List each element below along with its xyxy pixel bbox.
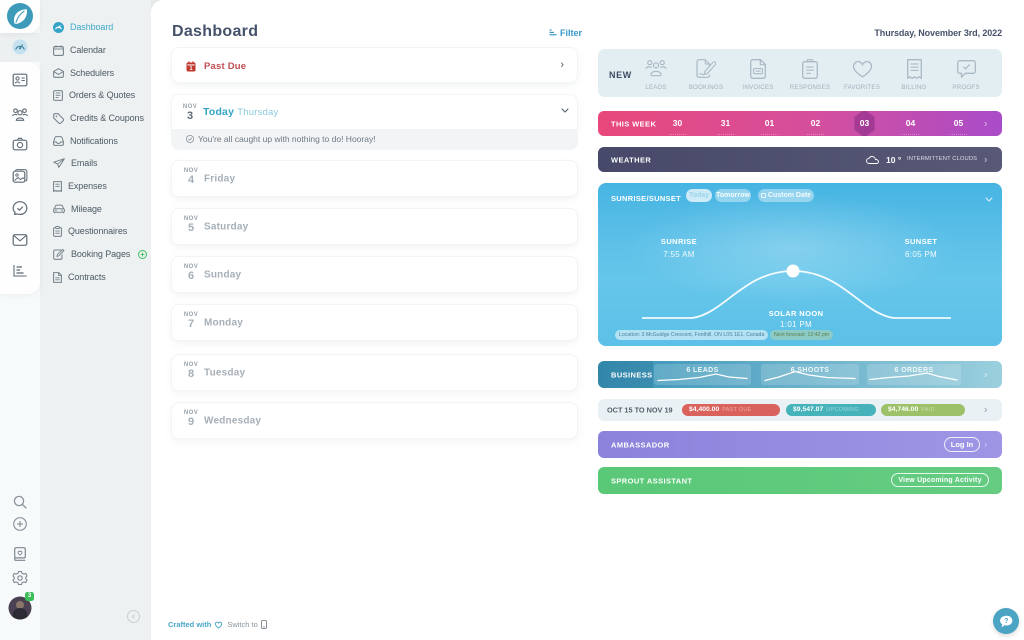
svg-text:1: 1 [189,66,192,72]
svg-text:?: ? [1004,618,1008,625]
